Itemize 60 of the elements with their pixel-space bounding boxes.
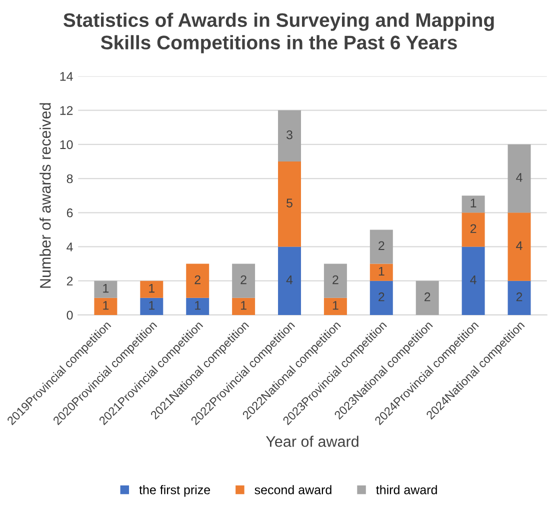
data-label: 5 bbox=[286, 198, 292, 208]
bar bbox=[186, 298, 210, 315]
bar bbox=[462, 196, 485, 213]
bar bbox=[416, 280, 439, 315]
bar bbox=[370, 230, 393, 264]
bar bbox=[462, 212, 485, 247]
bar bbox=[324, 298, 347, 315]
data-label: 4 bbox=[470, 275, 476, 284]
bar bbox=[140, 298, 164, 315]
bar bbox=[278, 246, 301, 315]
bar bbox=[278, 161, 301, 247]
y-tick-label: 10 bbox=[60, 140, 73, 150]
data-label: 1 bbox=[470, 198, 476, 208]
bar bbox=[232, 264, 256, 298]
data-label: 4 bbox=[286, 275, 293, 284]
bar bbox=[508, 280, 531, 315]
y-tick-label: 0 bbox=[66, 310, 73, 320]
legend-label: third award bbox=[376, 485, 437, 494]
data-label: 2 bbox=[194, 275, 200, 284]
x-axis-title: Year of award bbox=[266, 436, 358, 447]
data-label: 2 bbox=[378, 241, 384, 250]
bar bbox=[278, 110, 301, 162]
data-label: 4 bbox=[516, 173, 522, 182]
bar bbox=[186, 264, 210, 298]
y-tick-label: 14 bbox=[60, 72, 73, 81]
y-tick-label: 6 bbox=[66, 208, 73, 218]
bar bbox=[462, 246, 485, 315]
bar bbox=[324, 264, 347, 298]
bar bbox=[94, 298, 118, 315]
data-label: 3 bbox=[286, 130, 292, 140]
chart-title: Statistics of Awards in Surveying and Mapping Skills Competitions in the Past 6 Years bbox=[63, 12, 494, 54]
bar bbox=[94, 280, 118, 298]
bar bbox=[508, 212, 531, 281]
data-label: 1 bbox=[332, 301, 338, 310]
legend-label: second award bbox=[254, 485, 332, 494]
y-tick-label: 4 bbox=[66, 242, 73, 252]
data-label: 1 bbox=[195, 301, 200, 310]
y-tick-label: 8 bbox=[66, 174, 73, 184]
data-label: 1 bbox=[103, 284, 109, 293]
y-tick-label: 12 bbox=[60, 106, 73, 115]
data-label: 2 bbox=[378, 292, 384, 302]
data-label: 2 bbox=[516, 292, 522, 302]
bar bbox=[232, 298, 256, 315]
data-label: 1 bbox=[378, 266, 384, 276]
bar bbox=[508, 144, 531, 213]
data-label: 1 bbox=[149, 284, 155, 293]
data-label: 2 bbox=[470, 224, 476, 233]
data-label: 1 bbox=[241, 301, 246, 310]
data-label: 2 bbox=[240, 275, 246, 284]
legend-label: the first prize bbox=[139, 485, 210, 497]
y-tick-label: 2 bbox=[66, 276, 73, 286]
bar bbox=[370, 264, 393, 281]
data-label: 2 bbox=[332, 275, 338, 284]
bar bbox=[370, 280, 393, 315]
bar bbox=[140, 280, 164, 298]
data-label: 1 bbox=[149, 301, 155, 310]
data-label: 2 bbox=[424, 292, 430, 302]
y-axis-title: Number of awards received bbox=[40, 103, 51, 288]
data-label: 1 bbox=[103, 301, 109, 310]
data-label: 4 bbox=[516, 241, 522, 250]
